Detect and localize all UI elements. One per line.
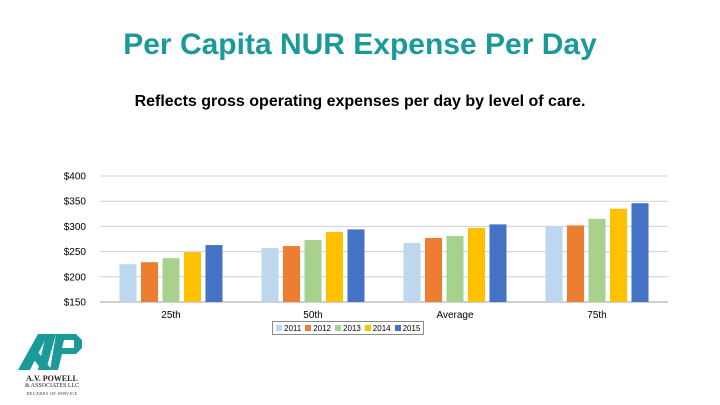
bar <box>610 208 627 302</box>
bar <box>403 243 421 302</box>
bar <box>446 235 464 302</box>
y-tick-label: $150 <box>64 298 87 309</box>
bar <box>205 245 223 302</box>
bar <box>567 225 584 302</box>
legend-label: 2013 <box>343 323 361 333</box>
avp-logo-mark <box>18 334 82 370</box>
y-tick-label: $400 <box>64 172 87 183</box>
bar <box>347 229 365 302</box>
bar <box>588 218 606 302</box>
legend-label: 2012 <box>313 323 331 333</box>
bar <box>425 237 442 302</box>
legend-item: 2014 <box>364 323 391 333</box>
legend-item: 2015 <box>394 323 421 333</box>
legend-label: 2014 <box>372 323 391 333</box>
bar <box>326 231 343 302</box>
company-logo: A.V. POWELL & ASSOCIATES LLC DECADES OF … <box>12 330 92 400</box>
legend-label: 2011 <box>284 323 302 333</box>
bar <box>304 240 322 302</box>
legend-swatch <box>276 325 282 331</box>
bar <box>184 252 201 302</box>
x-tick-label: 25th <box>161 310 180 321</box>
bar <box>141 262 158 302</box>
x-tick-label: Average <box>436 310 474 321</box>
bar <box>162 258 180 302</box>
legend-item: 2013 <box>335 324 361 333</box>
bar <box>545 226 563 302</box>
bar <box>489 224 507 302</box>
bar <box>119 264 137 302</box>
bar <box>468 227 485 302</box>
bar <box>283 246 300 302</box>
x-tick-label: 75th <box>587 310 606 321</box>
legend-swatch <box>335 325 341 331</box>
x-tick-label: 50th <box>303 310 322 321</box>
logo-company: & ASSOCIATES LLC <box>24 383 80 389</box>
legend-swatch <box>364 325 371 331</box>
legend-item: 2011 <box>276 324 301 333</box>
legend-item: 2012 <box>305 324 331 333</box>
logo-name: A.V. POWELL <box>26 374 78 383</box>
slide-subtitle: Reflects gross operating expenses per da… <box>134 93 586 110</box>
bar <box>261 248 279 302</box>
slide-title: Per Capita NUR Expense Per Day <box>123 28 597 61</box>
legend-swatch <box>305 325 312 331</box>
logo-tagline: DECADES OF SERVICE <box>26 391 78 396</box>
y-tick-label: $350 <box>64 197 87 208</box>
chart-legend: 2011 2012 2013 2014 2015 <box>272 321 425 335</box>
y-tick-label: $250 <box>64 247 87 258</box>
y-tick-label: $200 <box>64 272 87 283</box>
bar <box>631 203 649 302</box>
legend-swatch <box>394 325 401 331</box>
legend-label: 2015 <box>402 323 421 333</box>
y-tick-label: $300 <box>64 222 87 233</box>
